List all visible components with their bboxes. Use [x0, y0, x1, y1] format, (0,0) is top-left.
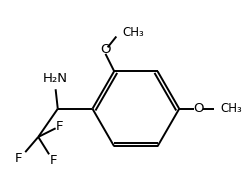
Text: O: O [100, 43, 111, 56]
Text: F: F [15, 152, 23, 165]
Text: CH₃: CH₃ [220, 102, 242, 115]
Text: F: F [50, 154, 57, 167]
Text: CH₃: CH₃ [123, 26, 145, 39]
Text: O: O [194, 102, 204, 115]
Text: F: F [56, 120, 64, 133]
Text: H₂N: H₂N [43, 72, 68, 85]
